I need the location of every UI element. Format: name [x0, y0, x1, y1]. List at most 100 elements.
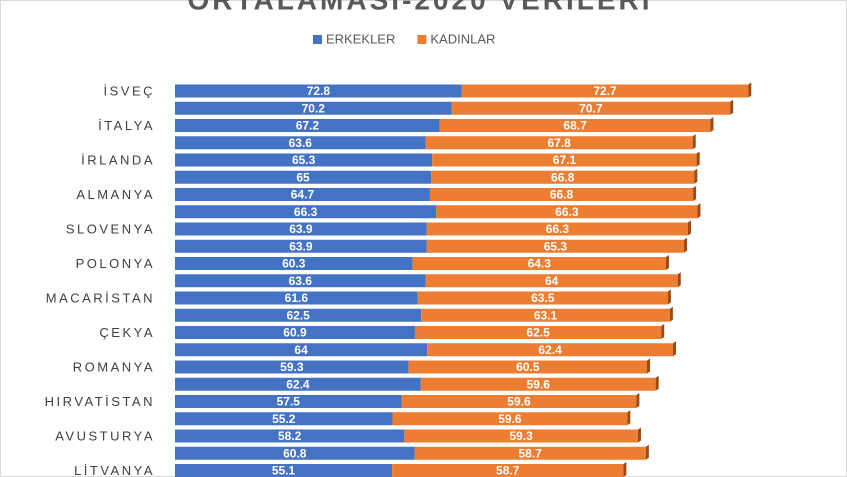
bar-segment — [175, 205, 437, 219]
bar-segment — [175, 170, 432, 184]
bar-edge — [673, 341, 677, 357]
bar-edge — [692, 134, 696, 150]
bar-edge — [697, 203, 701, 219]
value-label: 59.6 — [498, 412, 522, 426]
value-label: 72.8 — [307, 84, 331, 98]
bar-segment — [175, 377, 421, 391]
bar-segment — [431, 170, 695, 184]
bar-segment — [412, 257, 666, 270]
bar-edge — [636, 393, 640, 408]
bar-edge — [710, 117, 714, 132]
category-label: ÇEKYA — [99, 325, 155, 340]
bar-segment — [404, 429, 638, 443]
value-label: 64.3 — [528, 257, 552, 271]
bar-segment — [175, 257, 413, 270]
value-label: 60.8 — [283, 446, 307, 460]
bar-segment — [175, 136, 426, 150]
bar-edge — [696, 151, 700, 167]
value-label: 63.1 — [534, 308, 558, 322]
bar-edge — [667, 289, 671, 305]
value-label: 66.3 — [555, 205, 579, 219]
legend-swatch — [313, 35, 322, 44]
value-label: 55.1 — [272, 464, 296, 477]
bar-segment — [392, 412, 628, 426]
value-label: 66.8 — [551, 170, 575, 184]
bar-segment — [175, 274, 426, 288]
bar-segment — [175, 101, 452, 115]
bar-segment — [429, 188, 694, 201]
bar-edge — [665, 255, 669, 270]
value-label: 64.7 — [291, 188, 315, 202]
category-label: HIRVATİSTAN — [45, 394, 155, 409]
value-label: 60.5 — [516, 360, 540, 374]
bar-edge — [730, 99, 734, 115]
value-label: 65 — [296, 170, 310, 184]
legend-label: ERKEKLER — [326, 31, 395, 46]
value-label: 65.3 — [292, 153, 316, 167]
value-label: 66.8 — [550, 188, 574, 202]
chart-title: ORTALAMASI-2020 VERİLERİ — [187, 0, 652, 15]
bar-segment — [175, 84, 462, 98]
bar-segment — [408, 360, 648, 374]
bar-segment — [432, 153, 697, 167]
bar-segment — [175, 326, 415, 339]
value-label: 62.5 — [286, 308, 310, 322]
bar-edge — [645, 444, 649, 460]
value-label: 63.9 — [289, 239, 313, 253]
category-label: SLOVENYA — [66, 221, 155, 236]
bar-edge — [694, 168, 698, 184]
value-label: 58.7 — [496, 464, 520, 477]
value-label: 59.3 — [509, 429, 533, 443]
category-label: MACARİSTAN — [46, 290, 155, 305]
category-label: ALMANYA — [76, 187, 155, 202]
value-label: 60.9 — [283, 326, 307, 340]
value-label: 64 — [294, 343, 308, 357]
bar-segment — [417, 291, 668, 305]
bar-segment — [175, 360, 409, 374]
value-label: 67.8 — [547, 136, 571, 150]
value-label: 59.6 — [527, 377, 551, 391]
bar-segment — [426, 222, 688, 236]
bar-edge — [687, 220, 691, 236]
value-label: 58.2 — [278, 429, 302, 443]
value-label: 62.5 — [526, 326, 550, 340]
bar-segment — [425, 136, 693, 150]
bar-segment — [175, 291, 418, 305]
value-label: 61.6 — [285, 291, 309, 305]
bar-segment — [175, 412, 393, 426]
category-label: İRLANDA — [81, 152, 155, 167]
value-label: 63.6 — [289, 136, 313, 150]
bar-segment — [175, 308, 422, 322]
value-label: 62.4 — [286, 377, 310, 391]
category-label: POLONYA — [76, 256, 155, 271]
value-label: 65.3 — [544, 239, 568, 253]
value-label: 66.3 — [294, 205, 318, 219]
legend-swatch — [417, 35, 427, 44]
bar-segment — [439, 119, 711, 132]
bar-segment — [425, 274, 678, 288]
value-label: 62.4 — [538, 343, 562, 357]
bar-segment — [175, 343, 428, 357]
legend-label: KADINLAR — [430, 31, 495, 46]
bar-segment — [420, 377, 656, 391]
bar-segment — [461, 84, 749, 98]
bar-segment — [175, 153, 433, 167]
category-label: İSVEÇ — [103, 83, 155, 98]
bar-segment — [401, 395, 637, 408]
bar-segment — [175, 446, 415, 460]
bar-segment — [451, 101, 731, 115]
value-label: 60.3 — [282, 257, 306, 271]
value-label: 63.5 — [531, 291, 555, 305]
value-label: 64 — [545, 274, 559, 288]
value-label: 63.9 — [289, 222, 313, 236]
bar-edge — [637, 427, 641, 443]
bar-edge — [647, 358, 651, 374]
value-label: 70.2 — [302, 101, 326, 115]
value-label: 58.7 — [519, 446, 543, 460]
bar-segment — [175, 188, 430, 201]
bar-edge — [669, 306, 673, 322]
category-label: AVUSTURYA — [55, 428, 155, 443]
value-label: 67.2 — [296, 119, 320, 133]
bar-edge — [693, 186, 697, 201]
